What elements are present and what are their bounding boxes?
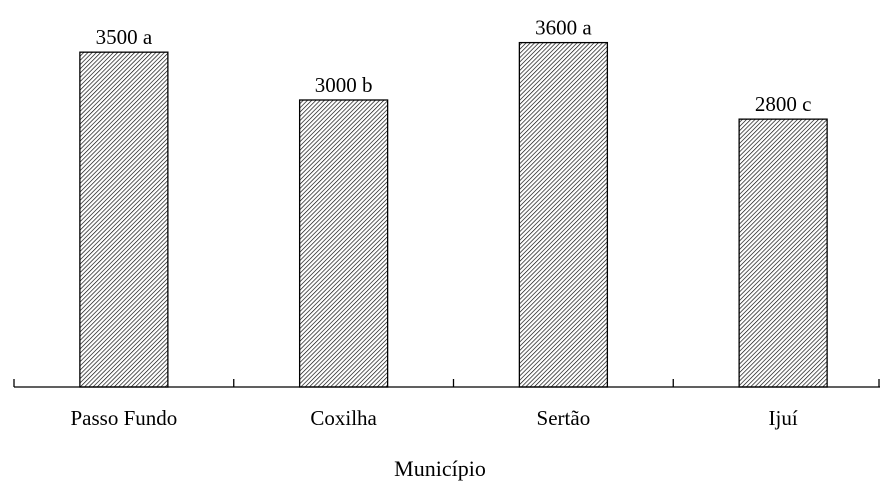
bar-value-label: 2800 c: [755, 92, 812, 116]
x-tick-label: Coxilha: [310, 406, 377, 430]
x-tick-label: Ijuí: [769, 406, 798, 430]
bar-ijuí: [738, 118, 828, 388]
bar-value-label: 3500 a: [96, 25, 153, 49]
x-tick-label: Passo Fundo: [70, 406, 177, 430]
bar-value-label: 3000 b: [315, 73, 373, 97]
bar-value-label: 3600 a: [535, 16, 592, 40]
bar-coxilha: [298, 99, 389, 388]
bars-group: [79, 41, 828, 388]
data-labels-group: 3500 a 3000 b 3600 a 2800 c: [96, 16, 812, 117]
x-axis-title: Município: [394, 456, 486, 481]
x-axis: Passo Fundo Coxilha Sertão Ijuí: [13, 379, 880, 430]
bar-passo-fundo: [79, 51, 169, 388]
x-tick-label: Sertão: [537, 406, 591, 430]
bar-sertão: [518, 41, 609, 388]
